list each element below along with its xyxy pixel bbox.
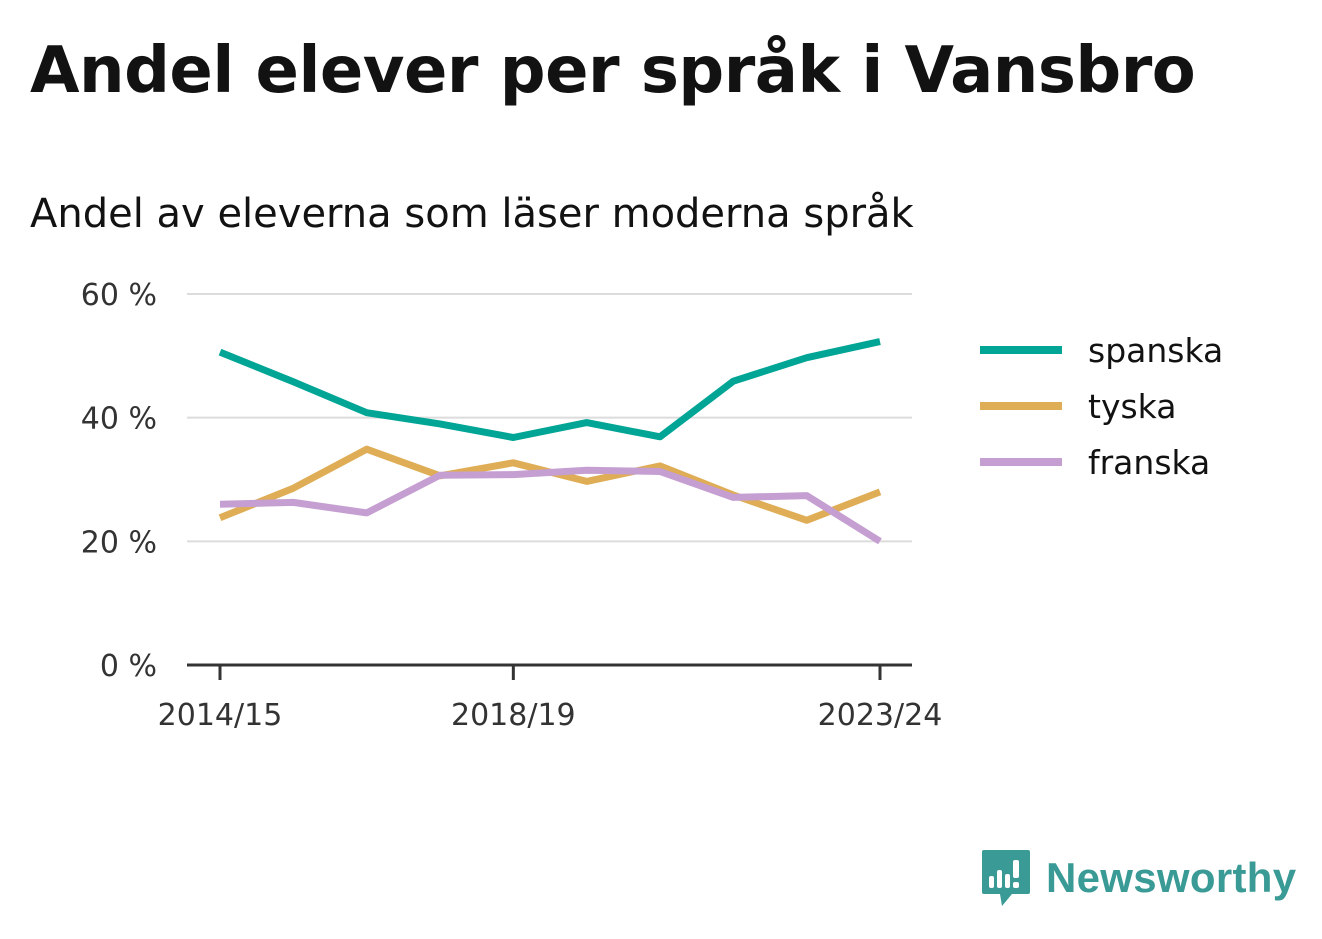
x-tick-label: 2018/19: [451, 698, 576, 733]
legend-label-franska: franska: [1088, 443, 1210, 482]
series-line-franska: [219, 466, 882, 545]
brand-logo: Newsworthy: [980, 848, 1296, 908]
legend: spanska tyska franska: [980, 331, 1223, 482]
bar-chart-speech-bubble-icon: [982, 850, 1030, 906]
y-tick-label: 0 %: [100, 649, 157, 684]
x-tick-label: 2023/24: [818, 698, 943, 733]
legend-label-tyska: tyska: [1088, 387, 1176, 426]
series-line-tyska: [218, 445, 882, 524]
y-tick-label: 60 %: [81, 278, 157, 313]
chart-subtitle: Andel av eleverna som läser moderna språ…: [30, 191, 914, 237]
y-axis: 0 % 20 % 40 % 60 %: [81, 278, 157, 684]
y-tick-label: 20 %: [81, 525, 157, 560]
gridlines: [187, 293, 912, 543]
series-lines: [218, 338, 882, 545]
chart-title: Andel elever per språk i Vansbro: [30, 34, 1196, 108]
y-tick-label: 40 %: [81, 402, 157, 437]
series-line-spanska: [218, 338, 881, 441]
x-tick-label: 2014/15: [158, 698, 283, 733]
legend-label-spanska: spanska: [1088, 331, 1223, 370]
brand-name: Newsworthy: [1046, 854, 1297, 901]
x-axis: 2014/15 2018/19 2023/24: [158, 663, 943, 733]
